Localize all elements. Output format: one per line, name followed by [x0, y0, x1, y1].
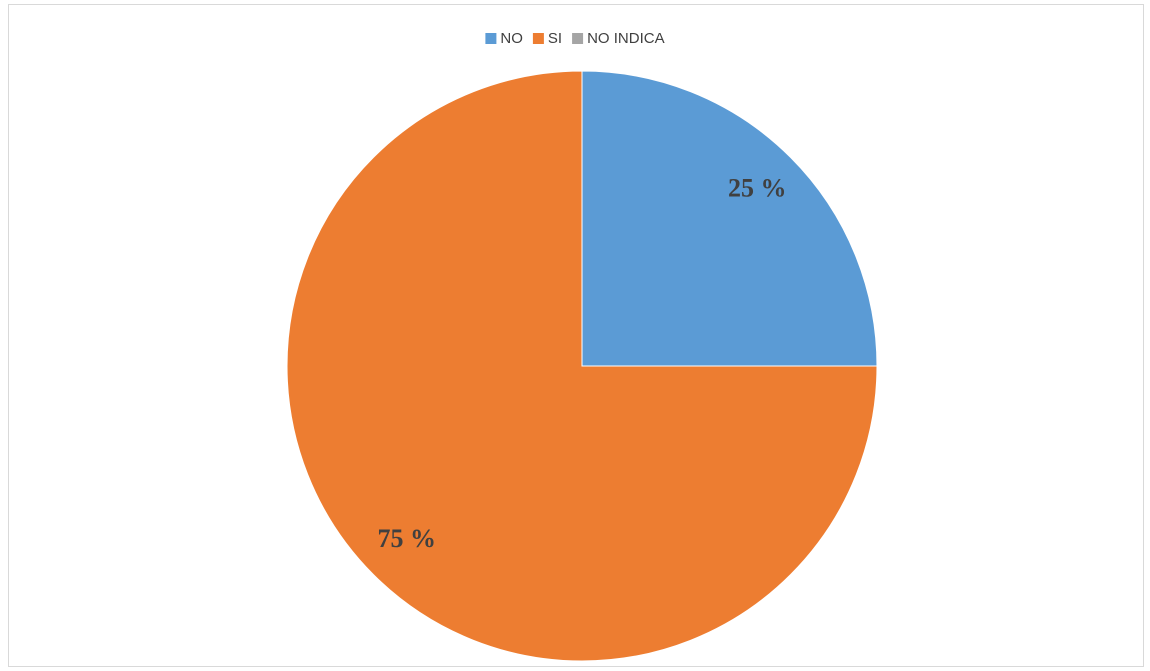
legend-text: NO: [500, 30, 523, 47]
pie-slice: [581, 70, 878, 367]
legend-text: SI: [548, 30, 562, 47]
value-labels: 25 % 75 %: [378, 174, 787, 553]
legend-swatch: [485, 33, 497, 44]
legend-swatch: [572, 33, 584, 44]
value-label: 75 %: [378, 524, 437, 553]
pie: [286, 70, 878, 662]
legend: NO SI NO INDICA: [485, 30, 665, 47]
value-label: 25 %: [728, 174, 787, 203]
pie-slice: [286, 70, 878, 662]
legend-swatch: [532, 33, 544, 44]
legend-text: NO INDICA: [587, 30, 665, 47]
